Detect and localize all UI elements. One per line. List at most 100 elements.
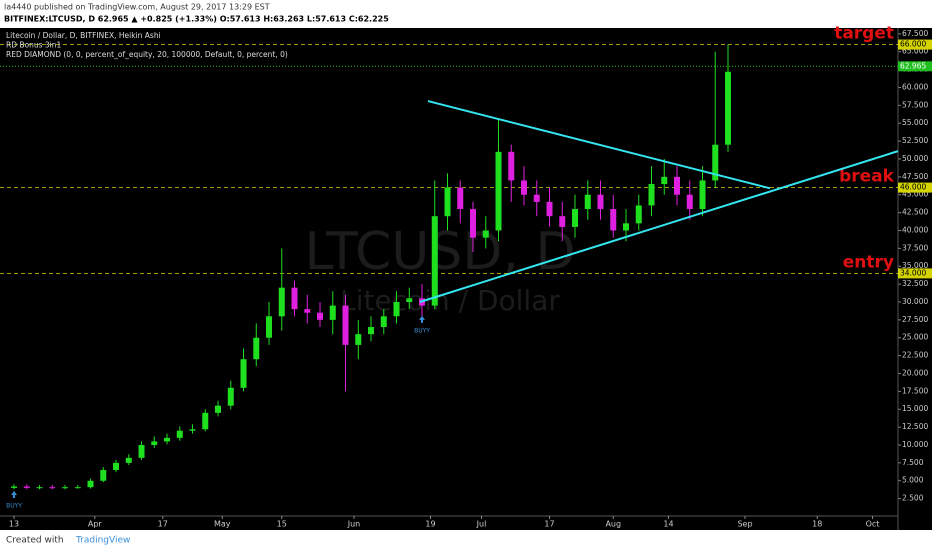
candle-body xyxy=(49,487,56,489)
price-tag-label: 34.000 xyxy=(900,268,926,277)
candle-body xyxy=(725,71,732,145)
y-tick-label: 30.000 xyxy=(902,297,928,306)
candle-body xyxy=(227,387,234,406)
price-tag-label: 66.000 xyxy=(900,40,926,49)
trend-line xyxy=(427,100,771,190)
candle-body xyxy=(215,405,222,413)
y-tick-label: 35.000 xyxy=(902,261,928,270)
candle-body xyxy=(470,209,477,238)
candle-body xyxy=(36,487,43,489)
y-tick-label: 22.500 xyxy=(902,351,928,360)
y-tick-label: 32.500 xyxy=(902,279,928,288)
y-tick-label: 40.000 xyxy=(902,225,928,234)
y-tick-label: 10.000 xyxy=(902,440,928,449)
candle-body xyxy=(189,429,196,431)
x-tick-label: Apr xyxy=(88,520,103,529)
price-tag xyxy=(898,268,932,279)
x-tick-label: 14 xyxy=(663,520,673,529)
candle-body xyxy=(584,194,591,210)
candle-body xyxy=(291,287,298,310)
symbol-line: BITFINEX:LTCUSD, D 62.965 ▲ +0.825 (+1.3… xyxy=(4,15,389,24)
legend-line: Litecoin / Dollar, D, BITFINEX, Heikin A… xyxy=(6,31,161,40)
candle-body xyxy=(444,187,451,217)
x-tick-label: Sep xyxy=(737,520,752,529)
candle-body xyxy=(240,359,247,388)
y-tick-label: 2.500 xyxy=(902,494,924,503)
candle-body xyxy=(125,457,132,463)
candle-body xyxy=(368,327,375,335)
x-tick-label: 19 xyxy=(425,520,435,529)
y-tick-label: 12.500 xyxy=(902,422,928,431)
x-tick-label: Oct xyxy=(866,520,880,529)
y-tick-label: 20.000 xyxy=(902,368,928,377)
x-tick-label: 17 xyxy=(544,520,554,529)
candle-body xyxy=(164,437,171,442)
candle-body xyxy=(712,144,719,181)
signal-label: BUYY xyxy=(6,503,22,510)
x-tick-label: Aug xyxy=(605,520,621,529)
x-tick-label: 13 xyxy=(9,520,19,529)
candle-body xyxy=(635,205,642,224)
x-tick-label: 18 xyxy=(812,520,822,529)
y-tick-label: 45.000 xyxy=(902,190,928,199)
candle-body xyxy=(304,309,311,313)
watermark: Litecoin / Dollar xyxy=(340,284,560,317)
candle-body xyxy=(508,151,515,181)
y-tick-label: 60.000 xyxy=(902,82,928,91)
level-name: entry xyxy=(843,252,894,272)
y-tick-label: 37.500 xyxy=(902,243,928,252)
candle-body xyxy=(176,430,183,438)
footer-brand[interactable]: TradingView xyxy=(75,536,130,546)
price-tag-label: 46.000 xyxy=(900,183,926,192)
y-tick-label: 55.000 xyxy=(902,118,928,127)
y-tick-label: 57.500 xyxy=(902,100,928,109)
header-bg xyxy=(0,0,932,28)
candle-body xyxy=(648,184,655,206)
y-tick-label: 52.500 xyxy=(902,136,928,145)
footer-created: Created with xyxy=(6,536,64,546)
candle-body xyxy=(380,316,387,328)
price-tag xyxy=(898,61,932,72)
y-tick-label: 65.000 xyxy=(902,47,928,56)
candle-body xyxy=(610,209,617,231)
signal-arrow xyxy=(419,315,426,323)
candle-body xyxy=(138,444,145,458)
y-tick-label: 17.500 xyxy=(902,386,928,395)
candle-body xyxy=(495,151,502,231)
candle-body xyxy=(457,187,464,210)
watermark: LTCUSD, D xyxy=(304,222,575,282)
x-tick-label: Jun xyxy=(347,520,361,529)
x-tick-label: 17 xyxy=(158,520,168,529)
candle-body xyxy=(699,180,706,210)
candle-body xyxy=(355,334,362,345)
y-tick-label: 67.500 xyxy=(902,29,928,38)
x-tick-label: May xyxy=(214,520,231,529)
candle-body xyxy=(62,487,69,489)
candle-body xyxy=(406,298,413,302)
candle-body xyxy=(342,305,349,345)
candle-body xyxy=(546,201,553,217)
y-tick-label: 47.500 xyxy=(902,172,928,181)
candle-body xyxy=(661,176,668,185)
candle-body xyxy=(23,486,30,488)
candle-body xyxy=(521,180,528,195)
y-tick-label: 25.000 xyxy=(902,333,928,342)
candle-body xyxy=(253,337,260,360)
publisher: la4440 published on TradingView.com, Aug… xyxy=(4,3,270,12)
candle-body xyxy=(74,487,81,489)
candle-body xyxy=(597,194,604,210)
candle-body xyxy=(686,194,693,210)
candle-body xyxy=(151,441,158,445)
y-tick-label: 15.000 xyxy=(902,404,928,413)
candle-body xyxy=(623,223,630,231)
legend-line: RED DIAMOND (0, 0, percent_of_equity, 20… xyxy=(6,50,288,59)
y-tick-label: 50.000 xyxy=(902,154,928,163)
y-tick-label: 27.500 xyxy=(902,315,928,324)
y-tick-label: 5.000 xyxy=(902,476,924,485)
price-tag xyxy=(898,39,932,50)
candle-body xyxy=(674,176,681,195)
trend-line xyxy=(419,150,899,303)
candle-body xyxy=(278,287,285,317)
